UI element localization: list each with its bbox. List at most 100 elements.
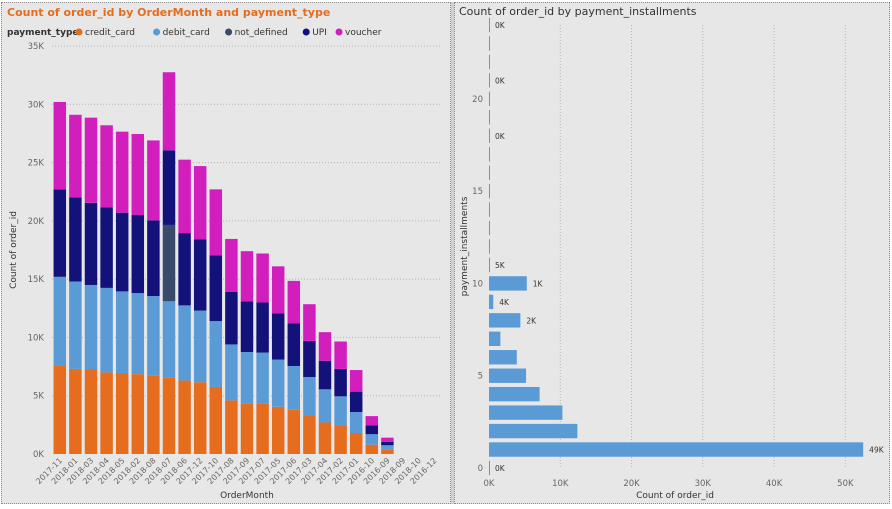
data-label-installments-10: 1K: [533, 279, 544, 288]
bar-credit-card-2017-05: [271, 406, 285, 454]
bar-upi-2017-09: [240, 301, 254, 352]
bar-voucher-2017-07: [256, 253, 269, 303]
data-label-installments-18: 0K: [495, 132, 506, 141]
bar-debit-card-2017-05: [271, 359, 285, 407]
bar-installments-11: [489, 257, 490, 273]
legend-label-upi: UPI: [312, 28, 327, 38]
bar-debit-card-2018-07: [162, 301, 176, 378]
y-tick-label: 35K: [28, 42, 45, 52]
x-tick-label: 50K: [837, 479, 854, 489]
y-tick-label: 20K: [28, 217, 45, 227]
bar-installments-12: [489, 239, 490, 254]
bar-debit-card-2017-08: [225, 344, 238, 401]
bar-upi-2017-11: [53, 189, 67, 277]
data-label-installments-8: 2K: [526, 316, 537, 325]
installments-chart-panel[interactable]: Count of order_id by payment_installment…: [454, 2, 890, 504]
bar-installments-18: [489, 128, 490, 143]
bar-upi-2018-08: [147, 220, 160, 297]
bar-installments-22: [489, 54, 490, 70]
bar-upi-2018-02: [131, 215, 145, 294]
bar-installments-20: [489, 91, 490, 107]
bar-voucher-2018-05: [115, 131, 129, 213]
bar-credit-card-2017-01: [349, 433, 363, 454]
y-tick-label: 30K: [28, 100, 45, 110]
bar-debit-card-2017-09: [240, 352, 254, 404]
y-tick-label: 20: [472, 95, 483, 105]
bar-credit-card-2017-08: [225, 400, 238, 454]
bar-voucher-2017-06: [287, 280, 301, 324]
legend-title: payment_type: [7, 28, 79, 38]
bar-upi-2017-01: [349, 391, 363, 413]
bar-debit-card-2018-04: [100, 287, 113, 373]
y-tick-label: 0: [478, 464, 483, 474]
bar-upi-2017-06: [287, 323, 301, 366]
bar-upi-2018-06: [178, 233, 191, 306]
monthly-chart-panel[interactable]: Count of order_id by OrderMonth and paym…: [1, 2, 451, 504]
bar-credit-card-2017-10: [209, 386, 223, 454]
x-tick-label: 10K: [552, 479, 569, 489]
bar-voucher-2017-02: [334, 341, 347, 369]
bar-debit-card-2018-01: [69, 281, 82, 369]
bar-upi-2018-01: [69, 197, 82, 282]
bar-debit-card-2017-12: [193, 310, 207, 383]
bar-voucher-2018-07: [162, 72, 176, 151]
y-tick-label: 15: [472, 187, 483, 197]
bar-debit-card-2017-03: [303, 377, 316, 416]
bar-installments-4: [489, 386, 540, 402]
bar-credit-card-2017-07: [256, 403, 269, 454]
bar-debit-card-2017-11: [53, 276, 67, 366]
bar-voucher-2017-08: [225, 238, 238, 292]
bar-credit-card-2018-06: [178, 380, 191, 454]
bar-upi-2017-08: [225, 291, 238, 345]
bar-voucher-2017-12: [193, 166, 207, 240]
bar-credit-card-2017-03: [303, 415, 316, 454]
bar-installments-19: [489, 110, 490, 125]
bar-installments-1: [489, 442, 864, 457]
y-tick-label: 10K: [28, 333, 45, 343]
bar-debit-card-2017-06: [287, 365, 301, 410]
bar-voucher-2018-08: [147, 140, 160, 221]
chart-title: Count of order_id by OrderMonth and paym…: [7, 6, 330, 19]
bar-debit-card-2017-10: [209, 321, 223, 387]
bar-installments-10: [489, 276, 527, 291]
bar-credit-card-2017-09: [240, 403, 254, 454]
bar-voucher-2017-04: [318, 332, 332, 361]
bar-credit-card-2018-07: [162, 377, 176, 454]
legend-marker-debit-card: [153, 28, 161, 36]
legend-label-debit-card: debit_card: [163, 28, 210, 38]
bar-voucher-2018-04: [100, 125, 113, 208]
bar-installments-7: [489, 331, 501, 346]
legend-marker-credit-card: [75, 28, 83, 36]
bar-debit-card-2018-03: [84, 284, 98, 370]
x-tick-label: 20K: [623, 479, 640, 489]
bar-installments-8: [489, 313, 521, 328]
bar-installments-0: [489, 460, 490, 476]
bar-voucher-2017-05: [271, 266, 285, 314]
bar-upi-2017-03: [303, 340, 316, 378]
y-axis-title: payment_installments: [460, 196, 470, 296]
bar-credit-card-2016-10: [365, 444, 379, 454]
bar-installments-5: [489, 368, 527, 383]
monthly-stacked-bar-chart: Count of order_id by OrderMonth and paym…: [7, 6, 442, 501]
bar-upi-2018-04: [100, 207, 113, 288]
bar-upi-2017-04: [318, 360, 332, 390]
chart-title: Count of order_id by payment_installment…: [459, 5, 697, 18]
bar-credit-card-2017-12: [193, 382, 207, 454]
y-tick-label: 5: [478, 372, 483, 382]
bar-debit-card-2018-05: [115, 291, 129, 373]
x-tick-label: 0K: [484, 479, 495, 489]
bar-debit-card-2017-04: [318, 389, 332, 423]
data-label-installments-9: 4K: [499, 298, 510, 307]
bar-installments-15: [489, 183, 490, 199]
bar-debit-card-2017-02: [334, 396, 347, 426]
bar-upi-2018-05: [115, 212, 129, 292]
bar-voucher-2017-09: [240, 251, 254, 302]
bar-debit-card-2016-09: [381, 445, 394, 450]
bar-credit-card-2017-11: [53, 365, 67, 454]
bar-upi-2016-09: [381, 441, 394, 446]
y-tick-label: 10: [472, 279, 483, 289]
bar-debit-card-2017-01: [349, 412, 363, 434]
bar-installments-2: [489, 423, 578, 439]
bar-debit-card-2017-07: [256, 352, 269, 404]
